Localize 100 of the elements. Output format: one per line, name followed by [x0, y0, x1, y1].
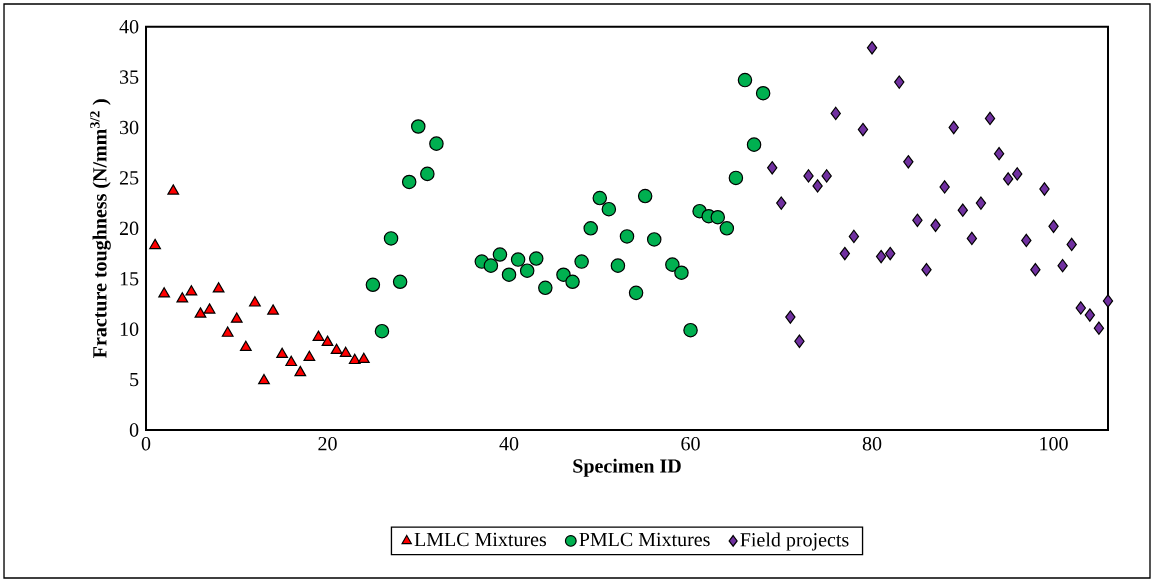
x-tick-label: 60 — [681, 436, 700, 451]
point — [939, 180, 950, 194]
x-tick-label: 40 — [499, 436, 519, 451]
point — [1102, 294, 1114, 308]
point — [239, 340, 252, 351]
point — [710, 209, 726, 225]
point — [357, 352, 370, 364]
point — [383, 231, 399, 246]
point — [1002, 172, 1014, 186]
point — [930, 218, 941, 233]
y-tick-label: 40 — [119, 19, 139, 34]
point — [884, 246, 896, 261]
point — [803, 169, 814, 183]
point — [401, 174, 417, 190]
point — [957, 203, 968, 217]
point — [483, 258, 499, 273]
point — [312, 330, 325, 341]
y-tick-label: 20 — [119, 221, 139, 236]
point — [637, 188, 653, 204]
point — [948, 120, 959, 135]
point — [776, 196, 787, 210]
point — [866, 41, 878, 55]
point — [1066, 237, 1077, 252]
y-tick-label: 35 — [120, 70, 139, 84]
point — [610, 258, 626, 273]
point — [984, 111, 996, 126]
point — [492, 247, 508, 262]
point — [1021, 233, 1032, 248]
point — [167, 184, 180, 195]
point — [894, 75, 905, 89]
point — [746, 137, 762, 152]
point — [411, 119, 426, 134]
point — [1030, 262, 1041, 277]
point — [556, 267, 571, 282]
point — [821, 169, 832, 183]
point — [683, 322, 698, 338]
point — [728, 170, 744, 186]
point — [975, 196, 987, 210]
x-tick-label: 0 — [141, 436, 151, 451]
point — [176, 292, 189, 303]
point — [921, 262, 932, 277]
point — [392, 274, 408, 290]
point — [429, 136, 444, 151]
point — [374, 323, 390, 339]
x-tick-label: 80 — [862, 436, 882, 451]
point — [1012, 167, 1023, 181]
point — [565, 274, 580, 290]
point — [857, 122, 869, 137]
y-axis-title: Fracture toughness (N/mm$^{3/2}$ ) — [90, 99, 111, 358]
legend-label: Field projects — [740, 532, 849, 551]
point — [501, 267, 517, 282]
point — [230, 312, 243, 323]
point — [583, 221, 598, 236]
y-tick-label: 30 — [120, 120, 139, 135]
point — [158, 287, 171, 298]
y-tick-label: 0 — [129, 423, 139, 437]
point — [149, 238, 161, 250]
point — [1084, 308, 1096, 322]
point — [348, 353, 361, 365]
point — [330, 343, 343, 354]
point — [1039, 182, 1050, 196]
point — [321, 335, 334, 346]
point — [1048, 219, 1059, 234]
point — [592, 190, 608, 206]
point — [528, 251, 544, 266]
point — [285, 355, 298, 367]
legend-label: PMLC Mixtures — [579, 532, 710, 547]
point — [755, 85, 771, 101]
point — [719, 221, 735, 236]
point — [875, 249, 887, 264]
point — [1057, 258, 1068, 273]
point — [221, 326, 234, 337]
point — [365, 277, 381, 293]
point — [294, 365, 307, 377]
point — [258, 373, 270, 385]
point — [276, 347, 289, 359]
point — [194, 307, 207, 318]
point — [848, 229, 860, 244]
point — [1075, 301, 1086, 315]
point — [839, 246, 851, 261]
point — [601, 201, 617, 217]
point — [267, 304, 279, 315]
y-tick-label: 25 — [119, 171, 139, 185]
y-tick-label: 5 — [130, 372, 139, 387]
point — [538, 280, 553, 296]
point — [519, 263, 535, 278]
point — [1093, 321, 1105, 335]
point — [203, 303, 216, 314]
point — [767, 161, 778, 175]
point — [646, 232, 662, 247]
point — [794, 334, 805, 348]
point — [420, 166, 435, 182]
point — [785, 310, 796, 324]
point — [185, 285, 198, 296]
y-tick-label: 15 — [120, 272, 139, 286]
x-tick-label: 100 — [1040, 436, 1068, 451]
point — [674, 265, 689, 280]
point — [619, 229, 635, 244]
point — [993, 146, 1005, 161]
point — [628, 285, 644, 301]
